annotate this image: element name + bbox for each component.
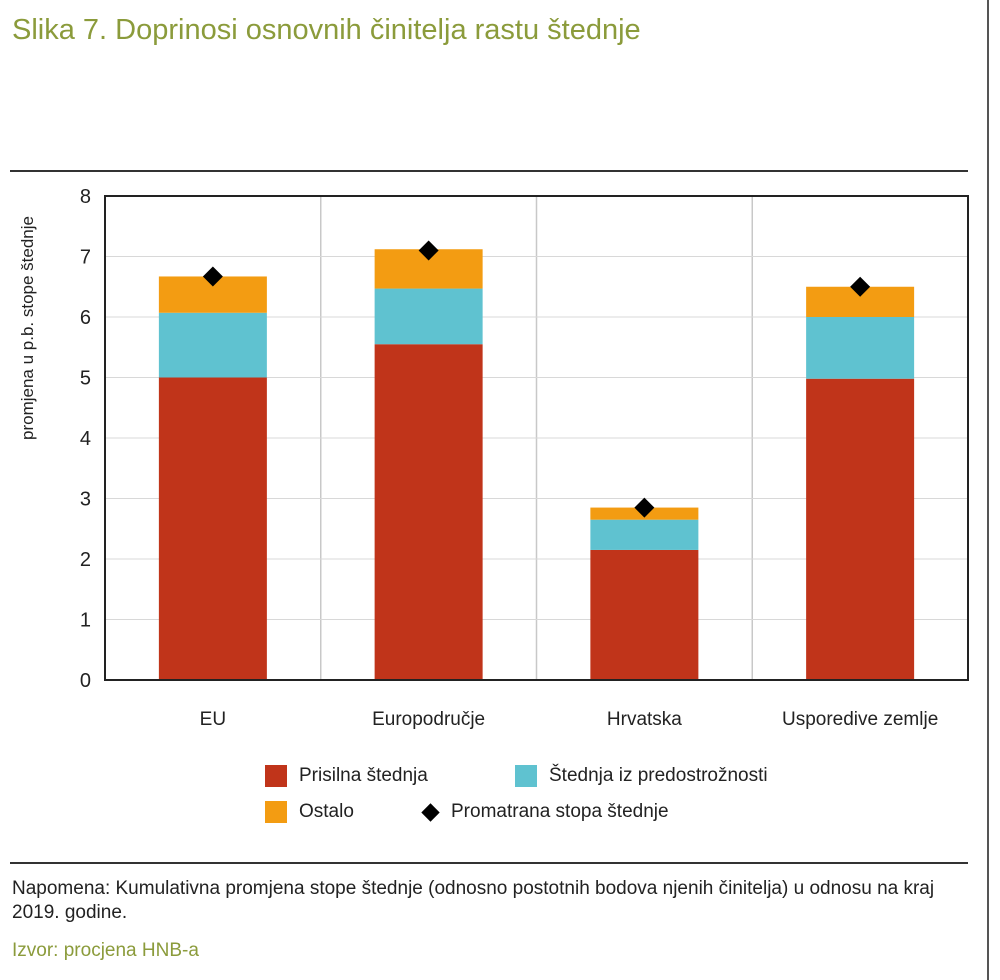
x-ticks: EU Europodručje Hrvatska Usporedive zemlje — [200, 709, 939, 730]
chart-title: Slika 7. Doprinosi osnovnih činitelja ra… — [12, 14, 641, 46]
legend-diamond-icon — [421, 802, 440, 822]
marker-point — [634, 497, 655, 518]
y-tick-label: 6 — [80, 307, 91, 329]
y-tick-label: 3 — [80, 489, 91, 511]
y-tick-label: 5 — [80, 368, 91, 390]
x-tick-label: Europodručje — [372, 709, 485, 730]
y-tick-label: 1 — [80, 610, 91, 632]
legend-item-ostalo: Ostalo — [265, 801, 354, 823]
y-tick-label: 2 — [80, 549, 91, 571]
markers — [202, 240, 871, 518]
legend-label-predostroznost: Štednja iz predostrožnosti — [549, 765, 768, 786]
marker-point — [850, 276, 871, 297]
y-tick-label: 4 — [80, 428, 91, 450]
legend-label-prisilna: Prisilna štednja — [299, 765, 428, 786]
bar-segment — [806, 378, 915, 680]
y-axis-label: promjena u p.b. stope štednje — [18, 216, 37, 440]
chart: 0 1 2 3 4 5 6 7 8 EU Europodručje Hrvatska Usporedi… — [18, 186, 969, 730]
bar-segment — [158, 312, 267, 378]
legend-item-predostroznost: Štednja iz predostrožnosti — [515, 765, 768, 787]
x-tick-label: Usporedive zemlje — [782, 709, 938, 730]
legend-swatch-predostroznost — [515, 765, 537, 787]
x-tick-label: Hrvatska — [607, 709, 682, 730]
chart-source: Izvor: procjena HNB-a — [12, 940, 199, 961]
bar-segment — [374, 288, 483, 345]
y-tick-label: 0 — [80, 670, 91, 692]
x-tick-label: EU — [200, 709, 226, 730]
legend-item-prisilna: Prisilna štednja — [265, 765, 428, 787]
bars — [158, 249, 915, 680]
legend-swatch-ostalo — [265, 801, 287, 823]
bottom-rule — [10, 862, 968, 864]
legend-swatch-prisilna — [265, 765, 287, 787]
top-rule — [10, 170, 968, 172]
legend-label-marker: Promatrana stopa štednje — [451, 801, 669, 822]
y-tick-label: 8 — [80, 186, 91, 208]
chart-note: Napomena: Kumulativna promjena stope šte… — [12, 878, 935, 923]
marker-point — [202, 266, 223, 287]
y-ticks: 0 1 2 3 4 5 6 7 8 — [80, 186, 91, 692]
bar-segment — [590, 519, 699, 550]
bar-segment — [806, 317, 915, 379]
bar-segment — [374, 344, 483, 680]
bar-segment — [158, 377, 267, 680]
legend-label-ostalo: Ostalo — [299, 801, 354, 822]
frame-border — [987, 0, 989, 980]
legend-item-marker: Promatrana stopa štednje — [420, 801, 669, 823]
y-tick-label: 7 — [80, 247, 91, 269]
marker-point — [418, 240, 439, 261]
bar-segment — [590, 549, 699, 680]
plot-frame — [104, 195, 969, 681]
